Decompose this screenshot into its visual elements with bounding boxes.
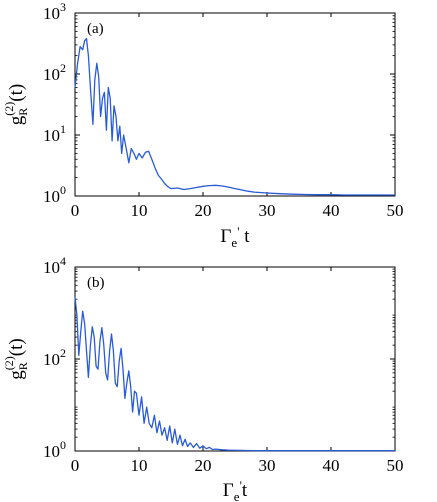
y-axis-label: gR(2)(t) [2,84,30,125]
x-tick-label: 40 [323,201,340,220]
data-line [74,37,395,196]
plot-frame [74,12,396,197]
x-tick-label: 10 [131,456,148,475]
panel-label: (a) [87,21,104,37]
x-tick-label: 40 [323,456,340,475]
plot-frame [74,266,396,452]
x-tick-label: 30 [259,456,276,475]
y-tick-label: 101 [43,122,66,145]
x-tick-label: 30 [259,201,276,220]
y-axis-label: gR(2)(t) [2,338,30,379]
x-tick-label: 20 [195,201,212,220]
y-tick-label: 104 [43,254,66,277]
x-tick-label: 0 [71,201,80,220]
x-tick-label: 20 [195,456,212,475]
x-tick-label: 0 [71,456,80,475]
y-tick-label: 102 [43,346,66,369]
x-tick-label: 50 [387,201,404,220]
panel-b: 0 10 20 30 40 50 100 102 104 (b) Γe't gR(2)(t) [2,254,404,502]
data-line [74,297,395,452]
x-axis-label: Γe' t [220,224,250,250]
y-tick-label: 100 [43,183,66,206]
y-tick-label: 100 [43,438,66,461]
panel-a: 0 10 20 30 40 50 100 101 102 103 (a) Γe' t gR(2)(t) [2,0,404,250]
panel-label: (b) [87,275,105,291]
y-tick-label: 103 [43,0,66,23]
y-tick-label: 102 [43,61,66,84]
x-axis-label: Γe't [223,478,248,502]
x-tick-label: 50 [387,456,404,475]
x-tick-label: 10 [131,201,148,220]
